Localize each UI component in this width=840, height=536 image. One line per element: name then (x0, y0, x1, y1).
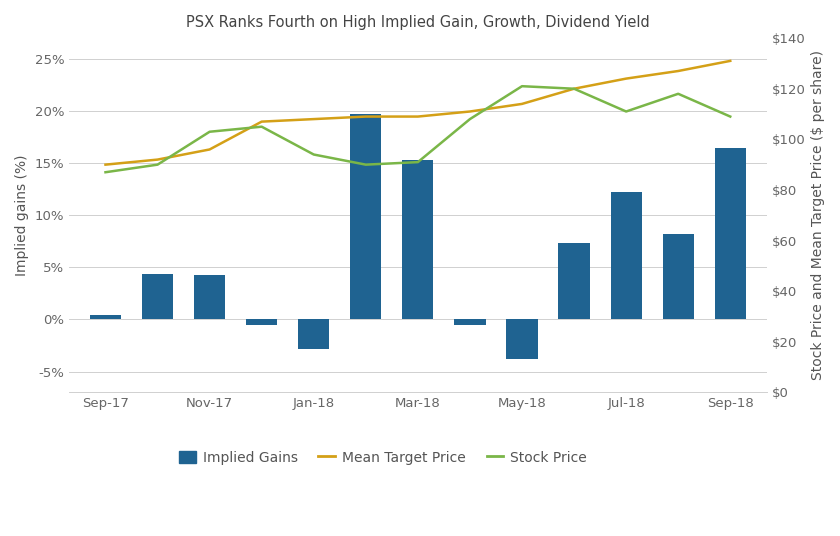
Title: PSX Ranks Fourth on High Implied Gain, Growth, Dividend Yield: PSX Ranks Fourth on High Implied Gain, G… (186, 15, 650, 30)
Bar (350, 114, 381, 319)
Y-axis label: Stock Price and Mean Target Price ($ per share): Stock Price and Mean Target Price ($ per… (811, 50, 825, 380)
Legend: Implied Gains, Mean Target Price, Stock Price: Implied Gains, Mean Target Price, Stock … (173, 445, 592, 471)
Bar (663, 234, 694, 319)
Bar (559, 243, 590, 319)
Bar (246, 319, 277, 325)
Bar (90, 315, 121, 319)
Bar (142, 273, 173, 319)
Bar (298, 319, 329, 348)
Bar (402, 160, 433, 319)
Bar (715, 147, 746, 319)
Bar (507, 319, 538, 359)
Bar (194, 274, 225, 319)
Y-axis label: Implied gains (%): Implied gains (%) (15, 154, 29, 276)
Bar (454, 319, 486, 325)
Bar (611, 192, 642, 319)
